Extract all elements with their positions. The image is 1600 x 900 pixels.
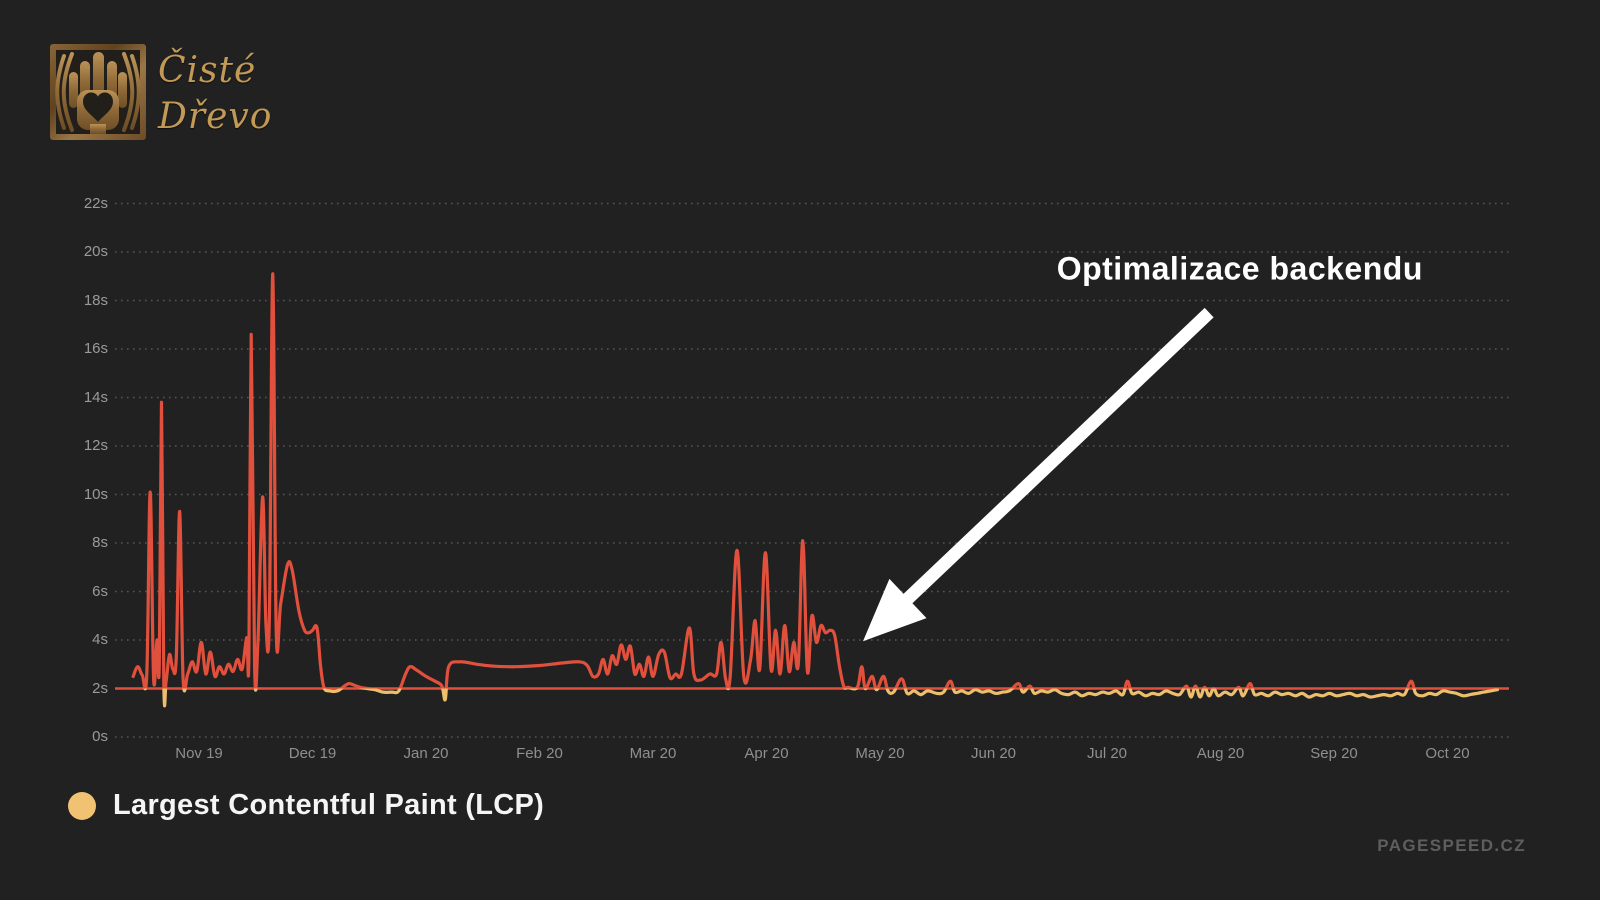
arrow-head-icon — [863, 578, 927, 642]
x-tick-nov-19: Nov 19 — [175, 745, 223, 762]
arrow-shaft — [899, 307, 1214, 608]
x-tick-may-20: May 20 — [855, 745, 905, 762]
y-tick-18s: 18s — [83, 291, 108, 309]
hand-heart-icon — [50, 44, 146, 140]
y-tick-6s: 6s — [92, 582, 108, 600]
annotation-text: Optimalizace backendu — [1056, 250, 1423, 287]
y-tick-14s: 14s — [83, 388, 108, 406]
y-tick-2s: 2s — [92, 679, 108, 697]
lcp-line-below-threshold — [143, 688, 1499, 708]
y-tick-4s: 4s — [92, 631, 108, 648]
y-tick-8s: 8s — [92, 534, 108, 551]
y-tick-0s: 0s — [92, 728, 108, 745]
x-tick-mar-20: Mar 20 — [629, 745, 677, 762]
x-tick-apr-20: Apr 20 — [744, 745, 789, 762]
y-tick-20s: 20s — [83, 243, 108, 260]
logo-line-1: Čisté — [158, 50, 257, 91]
x-tick-oct-20: Oct 20 — [1425, 745, 1470, 762]
lcp-legend-label: Largest Contentful Paint (LCP) — [113, 789, 545, 821]
logo-line-2: Dřevo — [158, 96, 273, 137]
lcp-legend-dot — [68, 791, 96, 820]
y-tick-12s: 12s — [83, 437, 108, 454]
pagespeed-watermark: PAGESPEED.CZ — [1377, 836, 1526, 855]
y-tick-10s: 10s — [83, 485, 108, 503]
x-tick-aug-20: Aug 20 — [1196, 745, 1245, 762]
y-tick-16s: 16s — [83, 340, 108, 357]
x-tick-jul-20: Jul 20 — [1086, 745, 1128, 762]
x-tick-jun-20: Jun 20 — [970, 745, 1017, 762]
logo-text: Čisté Dřevo — [158, 48, 272, 140]
heart-cutout — [83, 92, 113, 122]
x-tick-dec-19: Dec 19 — [288, 745, 337, 762]
legend: Largest Contentful Paint (LCP) — [68, 789, 544, 822]
x-tick-jan-20: Jan 20 — [403, 745, 449, 762]
x-tick-sep-20: Sep 20 — [1310, 745, 1358, 762]
logo-image — [50, 44, 146, 140]
lcp-line-above-threshold — [131, 272, 1499, 689]
x-tick-feb-20: Feb 20 — [516, 745, 563, 762]
annotation-arrow — [863, 307, 1214, 642]
y-tick-22s: 22s — [83, 194, 108, 212]
